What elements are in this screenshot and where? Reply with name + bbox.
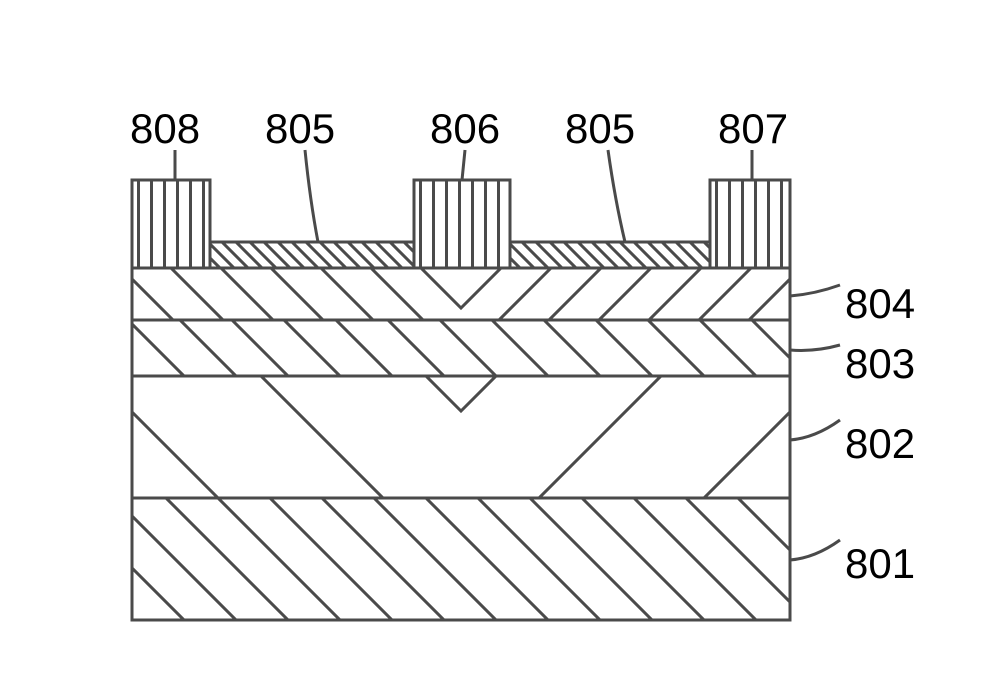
label-805a: 805 — [265, 105, 335, 153]
label-801: 801 — [845, 540, 915, 588]
label-807: 807 — [718, 105, 788, 153]
block-807 — [710, 180, 790, 268]
diagram-svg — [0, 0, 987, 683]
block-808 — [132, 180, 210, 268]
label-805b: 805 — [565, 105, 635, 153]
block-806 — [414, 180, 510, 268]
label-808: 808 — [130, 105, 200, 153]
label-802: 802 — [845, 420, 915, 468]
label-803: 803 — [845, 340, 915, 388]
label-804: 804 — [845, 280, 915, 328]
diagram-canvas: 801 802 803 804 808 806 807 805 805 — [0, 0, 987, 683]
label-806: 806 — [430, 105, 500, 153]
